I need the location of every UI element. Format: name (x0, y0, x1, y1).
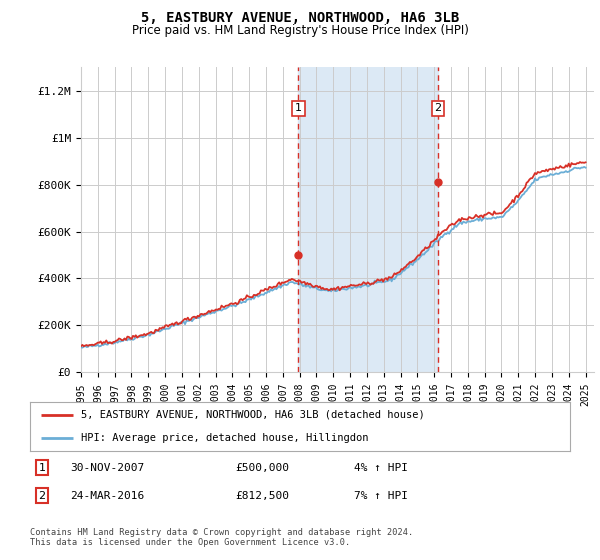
Text: £812,500: £812,500 (235, 491, 289, 501)
Text: 1: 1 (38, 463, 46, 473)
Text: 24-MAR-2016: 24-MAR-2016 (71, 491, 145, 501)
Text: HPI: Average price, detached house, Hillingdon: HPI: Average price, detached house, Hill… (82, 433, 369, 444)
Text: 1: 1 (295, 104, 302, 114)
Text: Contains HM Land Registry data © Crown copyright and database right 2024.
This d: Contains HM Land Registry data © Crown c… (30, 528, 413, 547)
Text: 5, EASTBURY AVENUE, NORTHWOOD, HA6 3LB: 5, EASTBURY AVENUE, NORTHWOOD, HA6 3LB (141, 11, 459, 25)
Text: 7% ↑ HPI: 7% ↑ HPI (354, 491, 408, 501)
Bar (298, 67, 438, 372)
Text: 2: 2 (434, 104, 442, 114)
Text: Price paid vs. HM Land Registry's House Price Index (HPI): Price paid vs. HM Land Registry's House … (131, 24, 469, 36)
Text: 5, EASTBURY AVENUE, NORTHWOOD, HA6 3LB (detached house): 5, EASTBURY AVENUE, NORTHWOOD, HA6 3LB (… (82, 410, 425, 420)
Text: 4% ↑ HPI: 4% ↑ HPI (354, 463, 408, 473)
Text: 2: 2 (38, 491, 46, 501)
Text: 30-NOV-2007: 30-NOV-2007 (71, 463, 145, 473)
Text: £500,000: £500,000 (235, 463, 289, 473)
